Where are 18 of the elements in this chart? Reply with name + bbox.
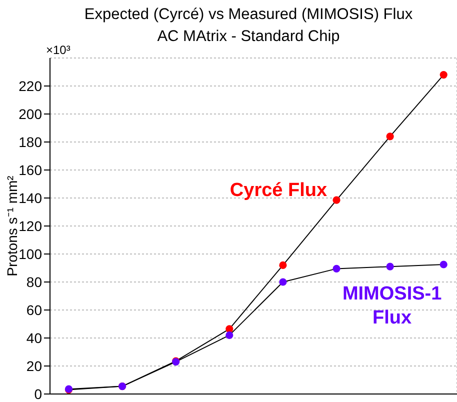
- y-axis-title: Protons s⁻¹ mm²: [4, 175, 20, 276]
- y-tick-label: 40: [26, 330, 42, 346]
- y-tick-label: 220: [18, 78, 42, 94]
- y-tick-label: 0: [34, 386, 42, 402]
- y-tick-label: 20: [26, 358, 42, 374]
- y-tick-label: 60: [26, 302, 42, 318]
- chart-subtitle: AC MAtrix - Standard Chip: [157, 28, 340, 45]
- y-tick-label: 140: [18, 190, 42, 206]
- text: ×10³: [46, 43, 70, 57]
- y-tick-label: 80: [26, 274, 42, 290]
- y-tick-label: 100: [18, 246, 42, 262]
- y-tick-label: 160: [18, 162, 42, 178]
- y-tick-label: 180: [18, 134, 42, 150]
- y-tick-label: 120: [18, 218, 42, 234]
- series-label: Cyrcé Flux: [230, 180, 328, 202]
- series-label: MIMOSIS-1 Flux: [342, 284, 442, 329]
- y-tick-label: 200: [18, 106, 42, 122]
- chart-title: Expected (Cyrcé) vs Measured (MIMOSIS) Flux: [83, 6, 414, 24]
